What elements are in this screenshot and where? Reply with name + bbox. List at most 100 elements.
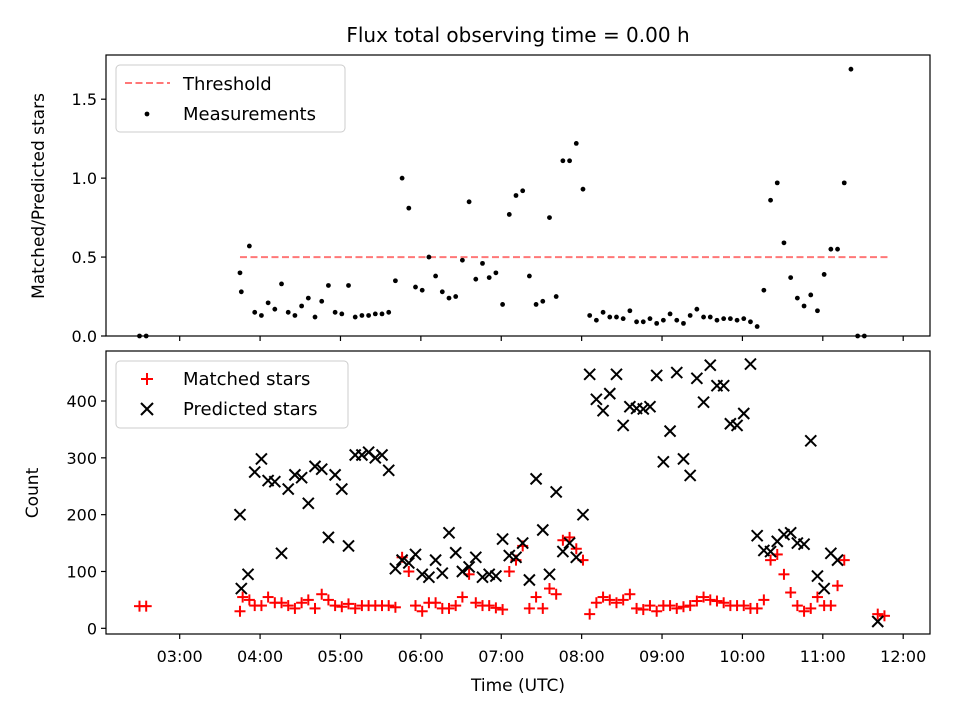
top-ytick-label: 1.5: [72, 90, 97, 109]
measurement-point: [694, 306, 700, 312]
predicted-star-point: [549, 485, 563, 499]
measurement-point: [801, 303, 807, 309]
measurement-point: [815, 308, 820, 314]
matched-star-point: [791, 600, 803, 612]
predicted-star-point: [462, 560, 476, 574]
bottom-legend-box: [115, 360, 349, 429]
matched-star-point: [691, 595, 703, 607]
matched-star-point: [289, 602, 301, 614]
predicted-star-point: [489, 569, 503, 583]
xtick-label: 08:00: [559, 647, 605, 666]
matched-star-point: [530, 591, 542, 603]
matched-star-point: [711, 595, 723, 607]
predicted-star-point: [556, 545, 570, 558]
measurement-point: [701, 314, 706, 320]
measurement-point: [238, 289, 244, 295]
measurement-point: [654, 320, 660, 326]
measurement-point: [634, 319, 639, 325]
xtick-label: 05:00: [317, 647, 363, 666]
legend-threshold-label: Threshold: [182, 74, 272, 95]
predicted-star-point: [804, 434, 817, 447]
predicted-star-point: [643, 400, 657, 413]
legend-matched-swatch: [141, 373, 153, 385]
matched-star-point: [383, 600, 395, 612]
top-ytick-label: 0.5: [72, 248, 97, 267]
predicted-star-point: [784, 526, 797, 540]
measurement-point: [486, 275, 492, 280]
measurement-point: [553, 294, 559, 299]
predicted-star-point: [295, 471, 308, 484]
predicted-star-point: [402, 556, 416, 570]
matched-star-point: [543, 583, 555, 595]
matched-star-point: [631, 602, 643, 614]
measurement-point: [774, 180, 780, 186]
legend-measurements-label: Measurements: [183, 104, 316, 125]
measurement-point: [620, 316, 626, 322]
measurement-point: [681, 320, 686, 326]
measurement-point: [312, 314, 318, 320]
measurement-point: [252, 309, 258, 315]
predicted-star-point: [730, 419, 744, 432]
matched-star-point: [349, 602, 361, 614]
predicted-star-point: [610, 368, 623, 381]
matched-star-point: [785, 587, 797, 599]
measurement-point: [526, 273, 532, 279]
matched-star-point: [450, 600, 462, 612]
legend-measurements-swatch: [144, 111, 150, 117]
measurement-point: [339, 311, 345, 317]
measurement-point: [607, 314, 613, 320]
measurement-point: [406, 205, 412, 211]
matched-star-point: [302, 594, 314, 606]
matched-star-point: [564, 531, 576, 543]
predicted-star-point: [375, 448, 389, 462]
matched-star-point: [470, 597, 482, 609]
matched-star-point: [497, 604, 509, 616]
matched-star-point: [832, 580, 844, 592]
predicted-star-point: [871, 615, 884, 628]
measurement-point: [754, 324, 760, 329]
predicted-star-point: [697, 395, 710, 409]
top-legend-box: [115, 64, 346, 133]
predicted-star-point: [342, 539, 355, 553]
matched-star-point: [456, 591, 468, 603]
matched-star-point: [490, 602, 502, 614]
measurement-point: [500, 302, 505, 307]
bottom-y-axis: 0 100 200 300 400: [66, 392, 106, 638]
measurement-point: [285, 309, 291, 315]
matched-star-point: [590, 597, 602, 609]
matched-star-point: [243, 594, 255, 606]
matched-star-point: [651, 605, 663, 617]
predicted-star-point: [355, 448, 369, 462]
legend-predicted-swatch: [140, 402, 154, 416]
measurement-point: [419, 287, 425, 293]
measurement-point: [386, 309, 392, 315]
predicted-star-point: [268, 475, 282, 488]
matched-star-point: [322, 594, 334, 606]
predicted-star-point: [831, 553, 844, 567]
predicted-star-point: [817, 582, 831, 595]
measurement-point: [372, 311, 378, 317]
matched-star-point: [389, 601, 401, 613]
measurement-point: [560, 158, 566, 164]
predicted-star-point: [395, 553, 409, 567]
measurement-point: [640, 319, 646, 325]
top-axes-frame: [105, 54, 931, 337]
matched-star-point: [237, 591, 249, 603]
matched-star-point: [811, 591, 823, 603]
predicted-star-point: [233, 508, 247, 521]
measurement-point: [359, 313, 365, 318]
matched-star-point: [610, 597, 622, 609]
matched-star-point: [604, 594, 616, 606]
predicted-star-point: [415, 568, 429, 581]
matched-star-point: [443, 602, 455, 614]
measurement-point: [346, 283, 351, 288]
predicted-star-point: [449, 546, 462, 559]
measurement-point: [506, 212, 512, 217]
bottom-ytick-label: 100: [66, 562, 97, 581]
predicted-star-point: [570, 551, 583, 564]
matched-star-point: [805, 602, 817, 614]
measurement-point: [480, 260, 485, 266]
predicted-star-point: [616, 419, 630, 432]
predicted-star-point: [677, 452, 690, 466]
predicted-star-point: [369, 451, 382, 465]
